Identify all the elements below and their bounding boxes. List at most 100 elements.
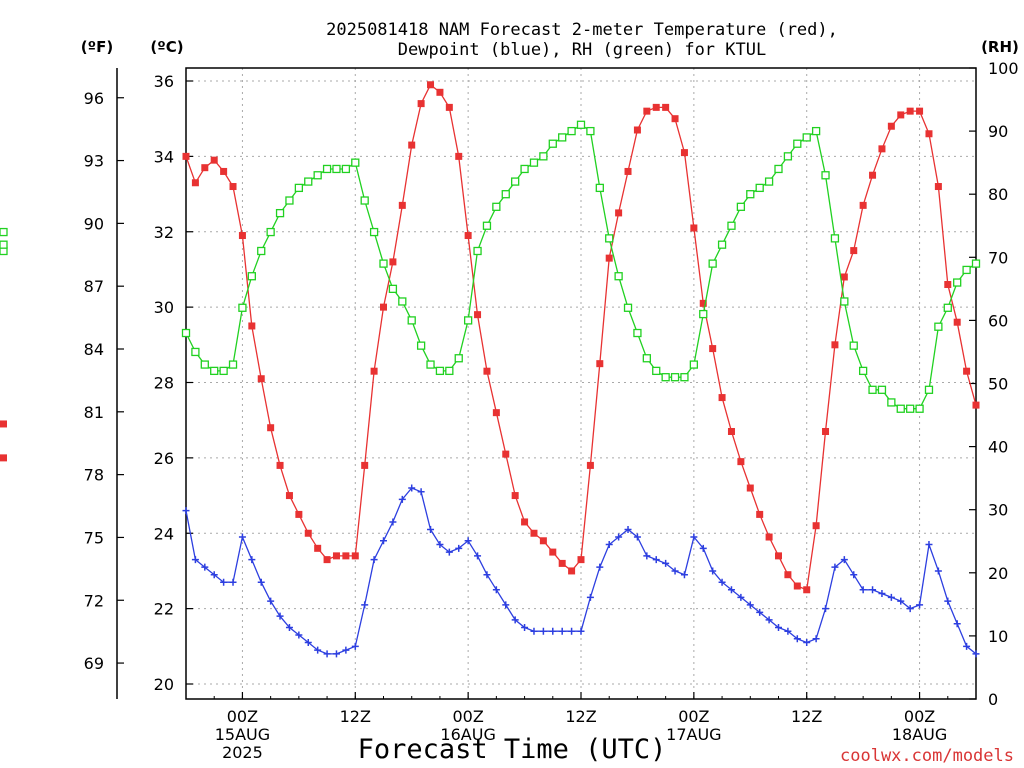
celsius-tick-label: 26 [154, 449, 174, 468]
temperature-point [586, 461, 594, 469]
rh-point [953, 278, 962, 287]
temperature-point [511, 492, 519, 500]
temperature-point [276, 461, 284, 469]
dewpoint-point [342, 646, 350, 654]
x-axis-label: Forecast Time (UTC) [358, 734, 667, 765]
temperature-point [944, 281, 952, 289]
temperature-point [380, 303, 387, 311]
temperature-point [756, 510, 764, 518]
rh-point [868, 385, 877, 394]
rh-point [200, 360, 209, 369]
rh-tick-label: 30 [988, 501, 1008, 520]
temperature-point [201, 164, 209, 172]
dewpoint-point [605, 541, 613, 549]
dewpoint-point [737, 593, 745, 601]
dewpoint-point [699, 544, 707, 552]
dewpoint-point [521, 623, 529, 631]
celsius-tick-label: 34 [154, 147, 174, 166]
rh-point [633, 328, 642, 338]
rh-point [294, 183, 304, 193]
rh-point [210, 366, 219, 376]
rh-point [962, 265, 971, 275]
rh-tick-label: 50 [988, 375, 1008, 394]
dewpoint-point [220, 578, 228, 586]
fahrenheit-tick-label: 87 [84, 277, 104, 296]
x-tick-label: 12Z [565, 707, 596, 726]
rh-point [811, 126, 821, 136]
temperature-point [897, 111, 905, 119]
dewpoint-point [398, 495, 406, 503]
dewpoint-point [558, 627, 566, 635]
temperature-point [295, 510, 303, 518]
temperature-point [502, 450, 510, 458]
rh-point [915, 404, 924, 413]
rh-point [511, 177, 520, 186]
temperature-point [492, 409, 500, 417]
dewpoint-point [831, 563, 839, 571]
temperature-point [878, 145, 886, 153]
x-tick-label: 18AUG [892, 725, 947, 744]
rh-point [275, 208, 285, 218]
dewpoint-point [944, 597, 952, 605]
dewpoint-point [568, 627, 576, 635]
rh-point [642, 354, 651, 363]
rh-point [586, 126, 595, 136]
temperature-point [765, 533, 773, 541]
fahrenheit-unit-label: (ºF) [81, 38, 113, 56]
dewpoint-point [680, 571, 688, 579]
rh-point [388, 284, 398, 294]
temperature-point [925, 130, 933, 138]
rh-unit-label: (RH) [981, 38, 1019, 56]
celsius-tick-label: 20 [154, 675, 174, 694]
temperature-point [859, 201, 867, 209]
fahrenheit-tick-label: 93 [84, 152, 104, 171]
rh-point [435, 366, 445, 376]
temperature-point [370, 367, 378, 375]
temperature-point [323, 556, 331, 564]
rh-point [793, 139, 802, 148]
dewpoint-point [963, 642, 971, 650]
temperature-point [314, 544, 322, 552]
rh-point [247, 272, 256, 281]
rh-tick-label: 100 [988, 59, 1019, 78]
dewpoint-point [539, 627, 547, 635]
dewpoint-point [502, 601, 510, 609]
temperature-point [793, 582, 801, 590]
dewpoint-point [934, 567, 942, 575]
temperature-point [182, 152, 190, 160]
fahrenheit-tick-label: 75 [84, 528, 104, 547]
temperature-point [530, 529, 538, 537]
rh-point [736, 202, 746, 211]
rh-point [934, 322, 943, 331]
rh-point [746, 190, 755, 199]
rh-point [595, 183, 604, 193]
rh-tick-label: 40 [988, 438, 1008, 457]
temperature-point [850, 247, 858, 255]
rh-point [228, 360, 238, 369]
rh-point [181, 328, 191, 338]
dewpoint-point [370, 556, 378, 564]
dewpoint-point [455, 544, 463, 552]
rh-point [708, 259, 717, 268]
temperature-point [690, 224, 698, 232]
rh-tick-label: 20 [988, 564, 1008, 583]
dewpoint-point [916, 601, 924, 609]
dewpoint-point [803, 639, 811, 647]
dewpoint-point [662, 559, 670, 567]
temperature-point [304, 529, 312, 537]
rh-point [322, 164, 332, 174]
temperature-point [229, 183, 237, 191]
celsius-tick-label: 32 [154, 223, 174, 242]
temperature-point [483, 367, 491, 375]
dewpoint-point [887, 593, 895, 601]
temperature-point [427, 81, 435, 89]
dewpoint-point [577, 627, 585, 635]
rh-tick-label: 10 [988, 627, 1008, 646]
temperature-point [474, 311, 482, 319]
rh-point [802, 133, 811, 142]
fahrenheit-tick-label: 96 [84, 89, 104, 108]
temperature-point [351, 552, 359, 560]
dewpoint-point [464, 537, 472, 545]
celsius-tick-label: 22 [154, 600, 174, 619]
temperature-point [605, 254, 613, 262]
